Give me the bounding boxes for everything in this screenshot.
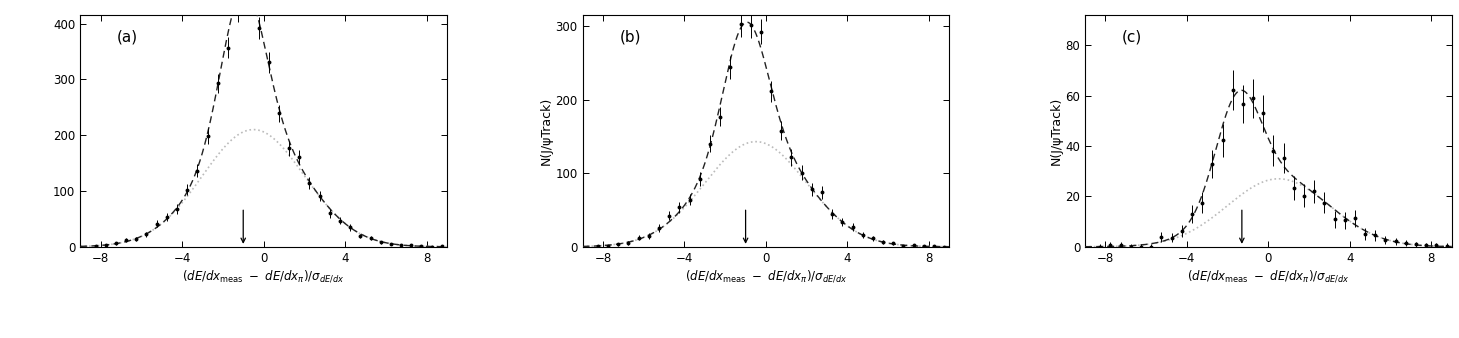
Text: (b): (b) [619, 29, 641, 44]
Y-axis label: N(J/ψTrack): N(J/ψTrack) [540, 97, 553, 165]
Text: (c): (c) [1122, 29, 1142, 44]
X-axis label: $(dE/dx_{\rm meas}\ -\ dE/dx_{\pi})/\sigma_{dE/dx}$: $(dE/dx_{\rm meas}\ -\ dE/dx_{\pi})/\sig… [1188, 269, 1350, 285]
X-axis label: $(dE/dx_{\rm meas}\ -\ dE/dx_{\pi})/\sigma_{dE/dx}$: $(dE/dx_{\rm meas}\ -\ dE/dx_{\pi})/\sig… [182, 269, 344, 285]
Text: (a): (a) [117, 29, 139, 44]
Y-axis label: N(J/ψTrack): N(J/ψTrack) [1049, 97, 1062, 165]
X-axis label: $(dE/dx_{\rm meas}\ -\ dE/dx_{\pi})/\sigma_{dE/dx}$: $(dE/dx_{\rm meas}\ -\ dE/dx_{\pi})/\sig… [684, 269, 848, 285]
